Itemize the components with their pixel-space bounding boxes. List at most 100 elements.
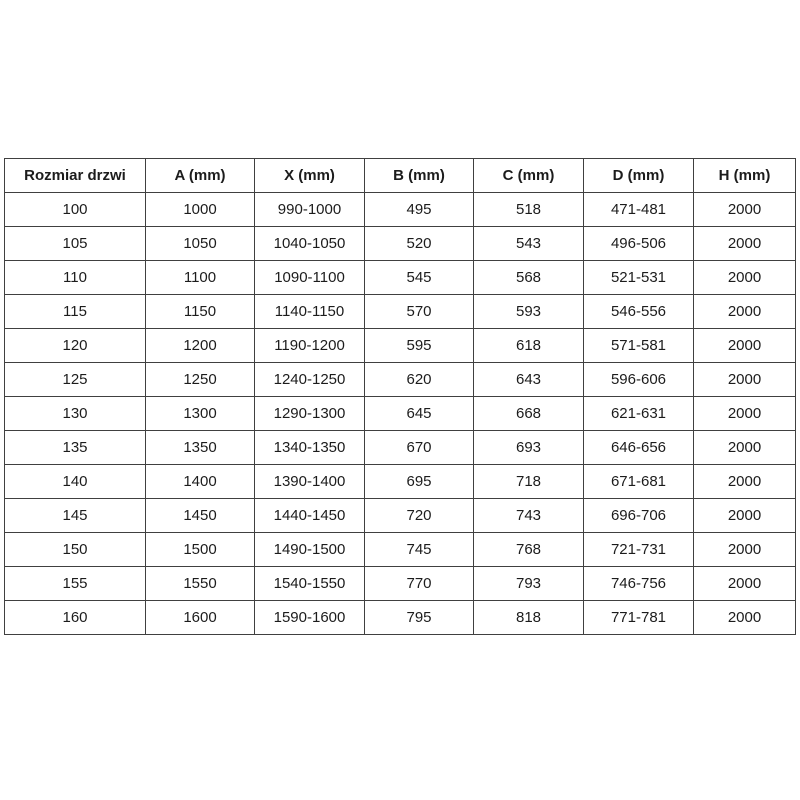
table-cell: 1590-1600 — [254, 600, 365, 635]
table-cell: 1490-1500 — [254, 532, 365, 567]
table-cell: 1400 — [145, 464, 255, 499]
table-cell: 1090-1100 — [254, 260, 365, 295]
header-row: Rozmiar drzwi A (mm) X (mm) B (mm) C (mm) D (… — [4, 158, 796, 193]
table-row: 135 1350 1340-1350 670 693 646-656 2000 — [4, 430, 796, 465]
table-cell: 2000 — [693, 260, 796, 295]
table-cell: 671-681 — [583, 464, 694, 499]
column-header: A (mm) — [145, 158, 255, 193]
table-cell: 545 — [364, 260, 474, 295]
column-header: X (mm) — [254, 158, 365, 193]
table-cell: 135 — [4, 430, 146, 465]
table-cell: 518 — [473, 192, 584, 227]
table-cell: 645 — [364, 396, 474, 431]
table-cell: 595 — [364, 328, 474, 363]
table-cell: 621-631 — [583, 396, 694, 431]
table-cell: 1300 — [145, 396, 255, 431]
table-cell: 793 — [473, 566, 584, 601]
table-cell: 570 — [364, 294, 474, 329]
table-cell: 818 — [473, 600, 584, 635]
table-row: 140 1400 1390-1400 695 718 671-681 2000 — [4, 464, 796, 499]
table-cell: 2000 — [693, 532, 796, 567]
table-cell: 1390-1400 — [254, 464, 365, 499]
table-cell: 746-756 — [583, 566, 694, 601]
table-cell: 668 — [473, 396, 584, 431]
table-cell: 618 — [473, 328, 584, 363]
table-cell: 140 — [4, 464, 146, 499]
table-cell: 720 — [364, 498, 474, 533]
table-cell: 150 — [4, 532, 146, 567]
table-cell: 120 — [4, 328, 146, 363]
table-row: 145 1450 1440-1450 720 743 696-706 2000 — [4, 498, 796, 533]
table-cell: 593 — [473, 294, 584, 329]
table-cell: 721-731 — [583, 532, 694, 567]
table-cell: 1250 — [145, 362, 255, 397]
table-cell: 160 — [4, 600, 146, 635]
table-row: 150 1500 1490-1500 745 768 721-731 2000 — [4, 532, 796, 567]
table-body: 100 1000 990-1000 495 518 471-481 2000 105 1050 1… — [4, 192, 796, 635]
table-cell: 495 — [364, 192, 474, 227]
table-cell: 1450 — [145, 498, 255, 533]
table-cell: 695 — [364, 464, 474, 499]
table-cell: 670 — [364, 430, 474, 465]
table-cell: 571-581 — [583, 328, 694, 363]
table-cell: 568 — [473, 260, 584, 295]
table-cell: 646-656 — [583, 430, 694, 465]
table-cell: 2000 — [693, 396, 796, 431]
table-cell: 110 — [4, 260, 146, 295]
table-cell: 1040-1050 — [254, 226, 365, 261]
table-cell: 1440-1450 — [254, 498, 365, 533]
table-cell: 2000 — [693, 464, 796, 499]
table-row: 115 1150 1140-1150 570 593 546-556 2000 — [4, 294, 796, 329]
table-cell: 1050 — [145, 226, 255, 261]
column-header: H (mm) — [693, 158, 796, 193]
table-cell: 1290-1300 — [254, 396, 365, 431]
table-cell: 1100 — [145, 260, 255, 295]
table-cell: 2000 — [693, 294, 796, 329]
table-cell: 771-781 — [583, 600, 694, 635]
table-cell: 2000 — [693, 226, 796, 261]
table-cell: 115 — [4, 294, 146, 329]
table-cell: 543 — [473, 226, 584, 261]
table-cell: 2000 — [693, 430, 796, 465]
column-header: D (mm) — [583, 158, 694, 193]
table-row: 125 1250 1240-1250 620 643 596-606 2000 — [4, 362, 796, 397]
table-row: 100 1000 990-1000 495 518 471-481 2000 — [4, 192, 796, 227]
table-cell: 718 — [473, 464, 584, 499]
table-cell: 1150 — [145, 294, 255, 329]
table-cell: 546-556 — [583, 294, 694, 329]
table-cell: 768 — [473, 532, 584, 567]
table-cell: 620 — [364, 362, 474, 397]
table-cell: 1000 — [145, 192, 255, 227]
table-cell: 125 — [4, 362, 146, 397]
table-cell: 2000 — [693, 362, 796, 397]
table-row: 130 1300 1290-1300 645 668 621-631 2000 — [4, 396, 796, 431]
table-cell: 2000 — [693, 600, 796, 635]
table-cell: 521-531 — [583, 260, 694, 295]
table-row: 110 1100 1090-1100 545 568 521-531 2000 — [4, 260, 796, 295]
table-cell: 745 — [364, 532, 474, 567]
table-cell: 1550 — [145, 566, 255, 601]
table-row: 155 1550 1540-1550 770 793 746-756 2000 — [4, 566, 796, 601]
table-cell: 1190-1200 — [254, 328, 365, 363]
table-cell: 795 — [364, 600, 474, 635]
table-cell: 155 — [4, 566, 146, 601]
table-row: 105 1050 1040-1050 520 543 496-506 2000 — [4, 226, 796, 261]
column-header: B (mm) — [364, 158, 474, 193]
table-row: 160 1600 1590-1600 795 818 771-781 2000 — [4, 600, 796, 635]
table-cell: 471-481 — [583, 192, 694, 227]
table-cell: 2000 — [693, 192, 796, 227]
table-cell: 1500 — [145, 532, 255, 567]
table-cell: 1350 — [145, 430, 255, 465]
column-header: Rozmiar drzwi — [4, 158, 146, 193]
table-cell: 743 — [473, 498, 584, 533]
table-cell: 1240-1250 — [254, 362, 365, 397]
table-cell: 1340-1350 — [254, 430, 365, 465]
table-cell: 1540-1550 — [254, 566, 365, 601]
table-cell: 496-506 — [583, 226, 694, 261]
table-cell: 696-706 — [583, 498, 694, 533]
table-container: Rozmiar drzwi A (mm) X (mm) B (mm) C (mm) D (… — [4, 158, 796, 635]
table-cell: 2000 — [693, 498, 796, 533]
table-cell: 105 — [4, 226, 146, 261]
table-cell: 145 — [4, 498, 146, 533]
